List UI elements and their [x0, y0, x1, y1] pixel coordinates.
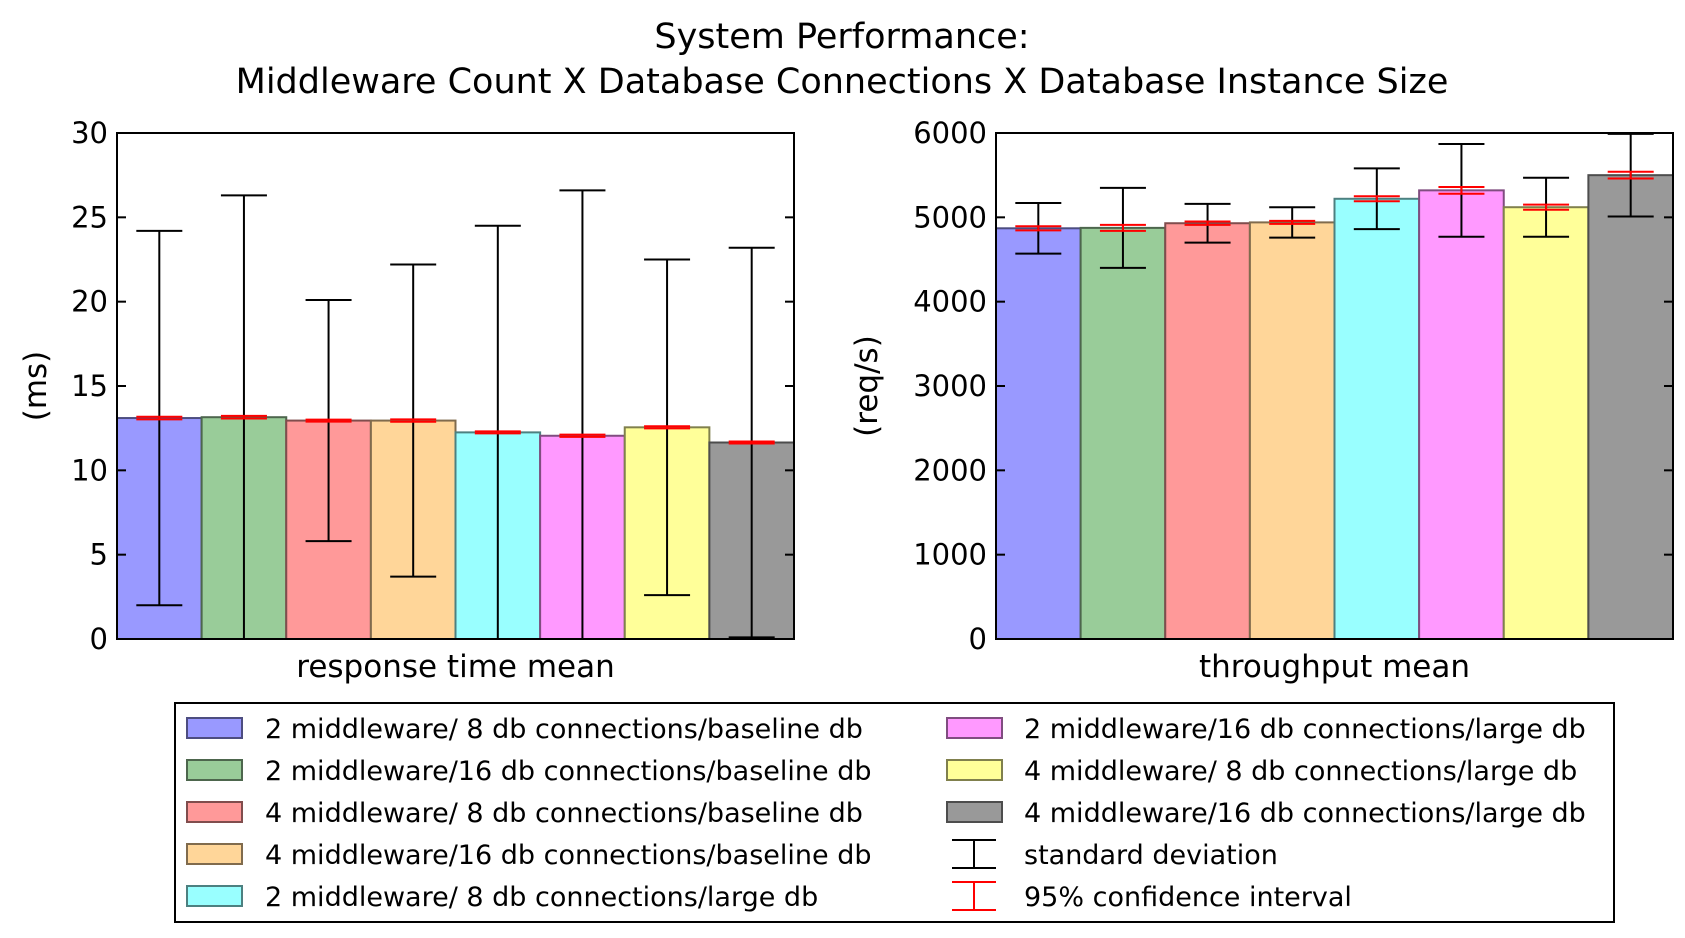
legend-swatch-4 — [186, 843, 243, 865]
ytick-label-1-1: 5 — [90, 538, 108, 572]
ytick-label-1-6: 30 — [71, 116, 108, 150]
chart-title-line1: System Performance: — [654, 17, 1029, 57]
legend-label-1: 2 middleware/ 8 db connections/baseline … — [265, 714, 863, 745]
ytick-label-1-5: 25 — [71, 200, 108, 234]
chart-panels: 0 5 10 15 20 25 30 response time mean (ms) 0 1000 2… — [18, 116, 1674, 685]
bar-2-8 — [1587, 174, 1673, 639]
legend-swatch-2 — [186, 759, 243, 781]
plot-area-1 — [117, 189, 794, 639]
ytick-label-1-4: 20 — [71, 285, 108, 319]
ytick-label-1-3: 15 — [71, 369, 108, 403]
ytick-label-2-2: 2000 — [913, 453, 987, 487]
legend-label-8: 4 middleware/16 db connections/large db — [1024, 798, 1586, 829]
xaxis-label-2: throughput mean — [1199, 649, 1470, 685]
yaxis-label-1: (ms) — [18, 351, 54, 422]
xaxis-label-1: response time mean — [296, 649, 614, 685]
bar-2-6 — [1418, 189, 1505, 639]
legend-label-2: 2 middleware/16 db connections/baseline … — [265, 756, 871, 787]
legend-label-7: 4 middleware/ 8 db connections/large db — [1024, 756, 1577, 787]
plot-area-2 — [996, 133, 1673, 639]
legend-swatch-5 — [186, 885, 243, 907]
legend-swatch-1 — [186, 717, 243, 739]
legend-swatch-6 — [946, 717, 1003, 739]
legend-swatch-3 — [186, 801, 243, 823]
chart-title-line2: Middleware Count X Database Connections … — [236, 62, 1449, 102]
legend-frame — [174, 702, 1615, 923]
panel-2: 0 1000 2000 3000 4000 5000 6000 throughput mean… — [849, 116, 1674, 685]
legend-extra-label-1: standard deviation — [1024, 840, 1278, 871]
legend-label-4: 4 middleware/16 db connections/baseline … — [265, 840, 871, 871]
legend-label-5: 2 middleware/ 8 db connections/large db — [265, 882, 818, 913]
bar-2-7 — [1502, 206, 1590, 639]
ytick-label-1-0: 0 — [90, 622, 108, 656]
ytick-label-2-3: 3000 — [913, 369, 987, 403]
legend-label-3: 4 middleware/ 8 db connections/baseline … — [265, 798, 863, 829]
ytick-label-2-1: 1000 — [913, 538, 987, 572]
bar-2-1 — [996, 227, 1082, 639]
legend: 2 middleware/ 8 db connections/baseline … — [174, 702, 1615, 923]
legend-swatch-7 — [946, 759, 1003, 781]
bar-2-5 — [1333, 197, 1421, 639]
panel-1: 0 5 10 15 20 25 30 response time mean (ms) — [18, 116, 795, 685]
ytick-label-2-0: 0 — [969, 622, 987, 656]
ytick-label-1-2: 10 — [71, 453, 108, 487]
yaxis-label-2: (req/s) — [849, 335, 885, 437]
legend-swatch-8 — [946, 801, 1003, 823]
bar-2-3 — [1164, 222, 1251, 639]
bar-2-2 — [1079, 226, 1167, 639]
legend-label-6: 2 middleware/16 db connections/large db — [1024, 714, 1586, 745]
ytick-label-2-4: 4000 — [913, 285, 987, 319]
bar-2-4 — [1248, 221, 1336, 639]
ytick-label-2-6: 6000 — [913, 116, 987, 150]
ytick-label-2-5: 5000 — [913, 200, 987, 234]
legend-extra-label-2: 95% confidence interval — [1024, 882, 1352, 913]
